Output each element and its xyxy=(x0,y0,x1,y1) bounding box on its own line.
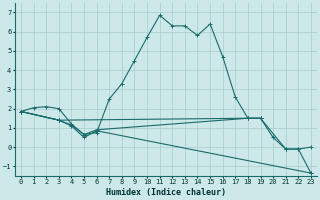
X-axis label: Humidex (Indice chaleur): Humidex (Indice chaleur) xyxy=(106,188,226,197)
